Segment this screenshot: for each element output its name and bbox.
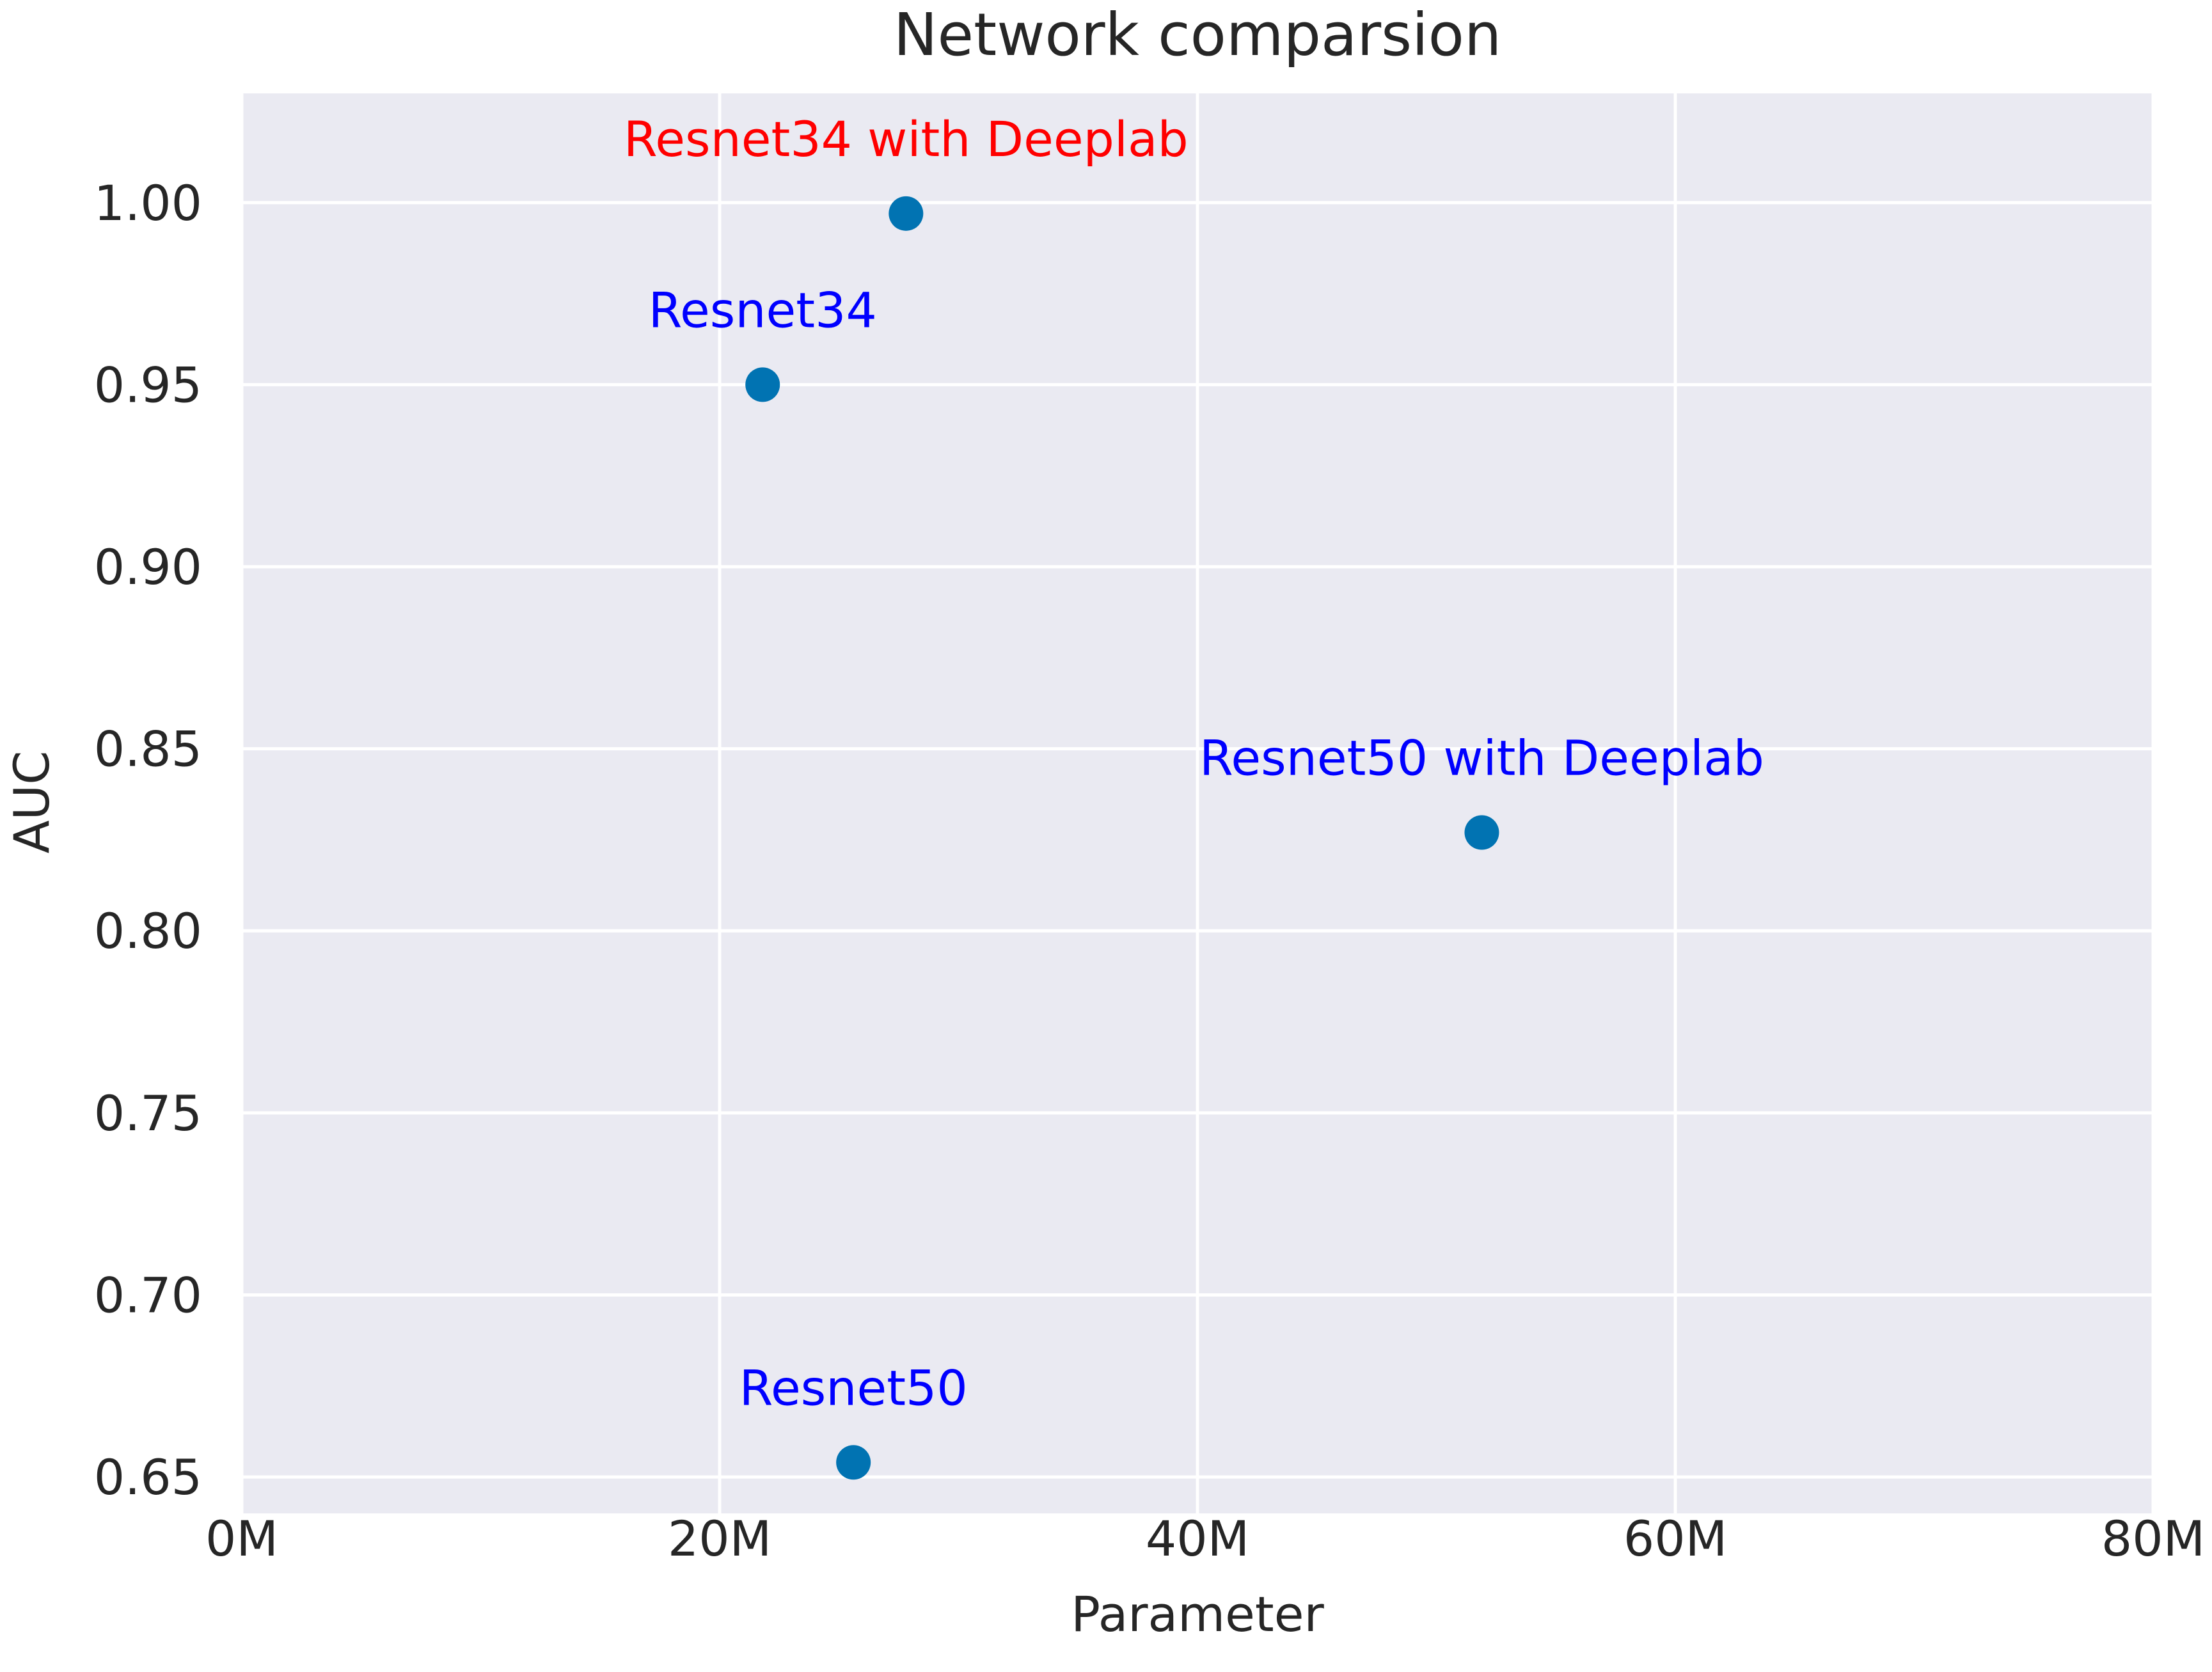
point-label: Resnet50 with Deeplab [1199,730,1764,787]
point-labels: Resnet34 with Deeplab Resnet34 Resnet50 wi… [624,111,1764,1416]
point-label: Resnet34 [649,281,877,338]
x-tick-label: 20M [668,1510,771,1567]
x-axis-label: Parameter [1071,1586,1324,1643]
x-tick-label: 80M [2101,1510,2205,1567]
x-tick-label: 0M [205,1510,278,1567]
grid-lines [240,93,2155,1513]
y-tick-label: 0.90 [94,539,202,595]
data-points [745,196,1499,1480]
x-tick-label: 40M [1146,1510,1249,1567]
y-tick-label: 0.65 [94,1449,202,1506]
y-axis-ticks: 0.65 0.70 0.75 0.80 0.85 0.90 0.95 1.00 [94,175,202,1506]
y-axis-label: AUC [3,751,60,854]
data-point [745,367,780,402]
x-axis-ticks: 0M 20M 40M 60M 80M [205,1510,2205,1567]
data-point [1464,815,1499,850]
y-tick-label: 0.75 [94,1085,202,1142]
y-tick-label: 0.95 [94,356,202,413]
y-tick-label: 1.00 [94,175,202,232]
y-tick-label: 0.85 [94,721,202,778]
chart-title: Network comparsion [894,1,1502,69]
point-label: Resnet50 [739,1359,968,1416]
y-tick-label: 0.70 [94,1266,202,1323]
data-point [889,196,924,231]
x-tick-label: 60M [1623,1510,1727,1567]
data-point [836,1445,871,1480]
point-label: Resnet34 with Deeplab [624,111,1189,168]
y-tick-label: 0.80 [94,903,202,959]
